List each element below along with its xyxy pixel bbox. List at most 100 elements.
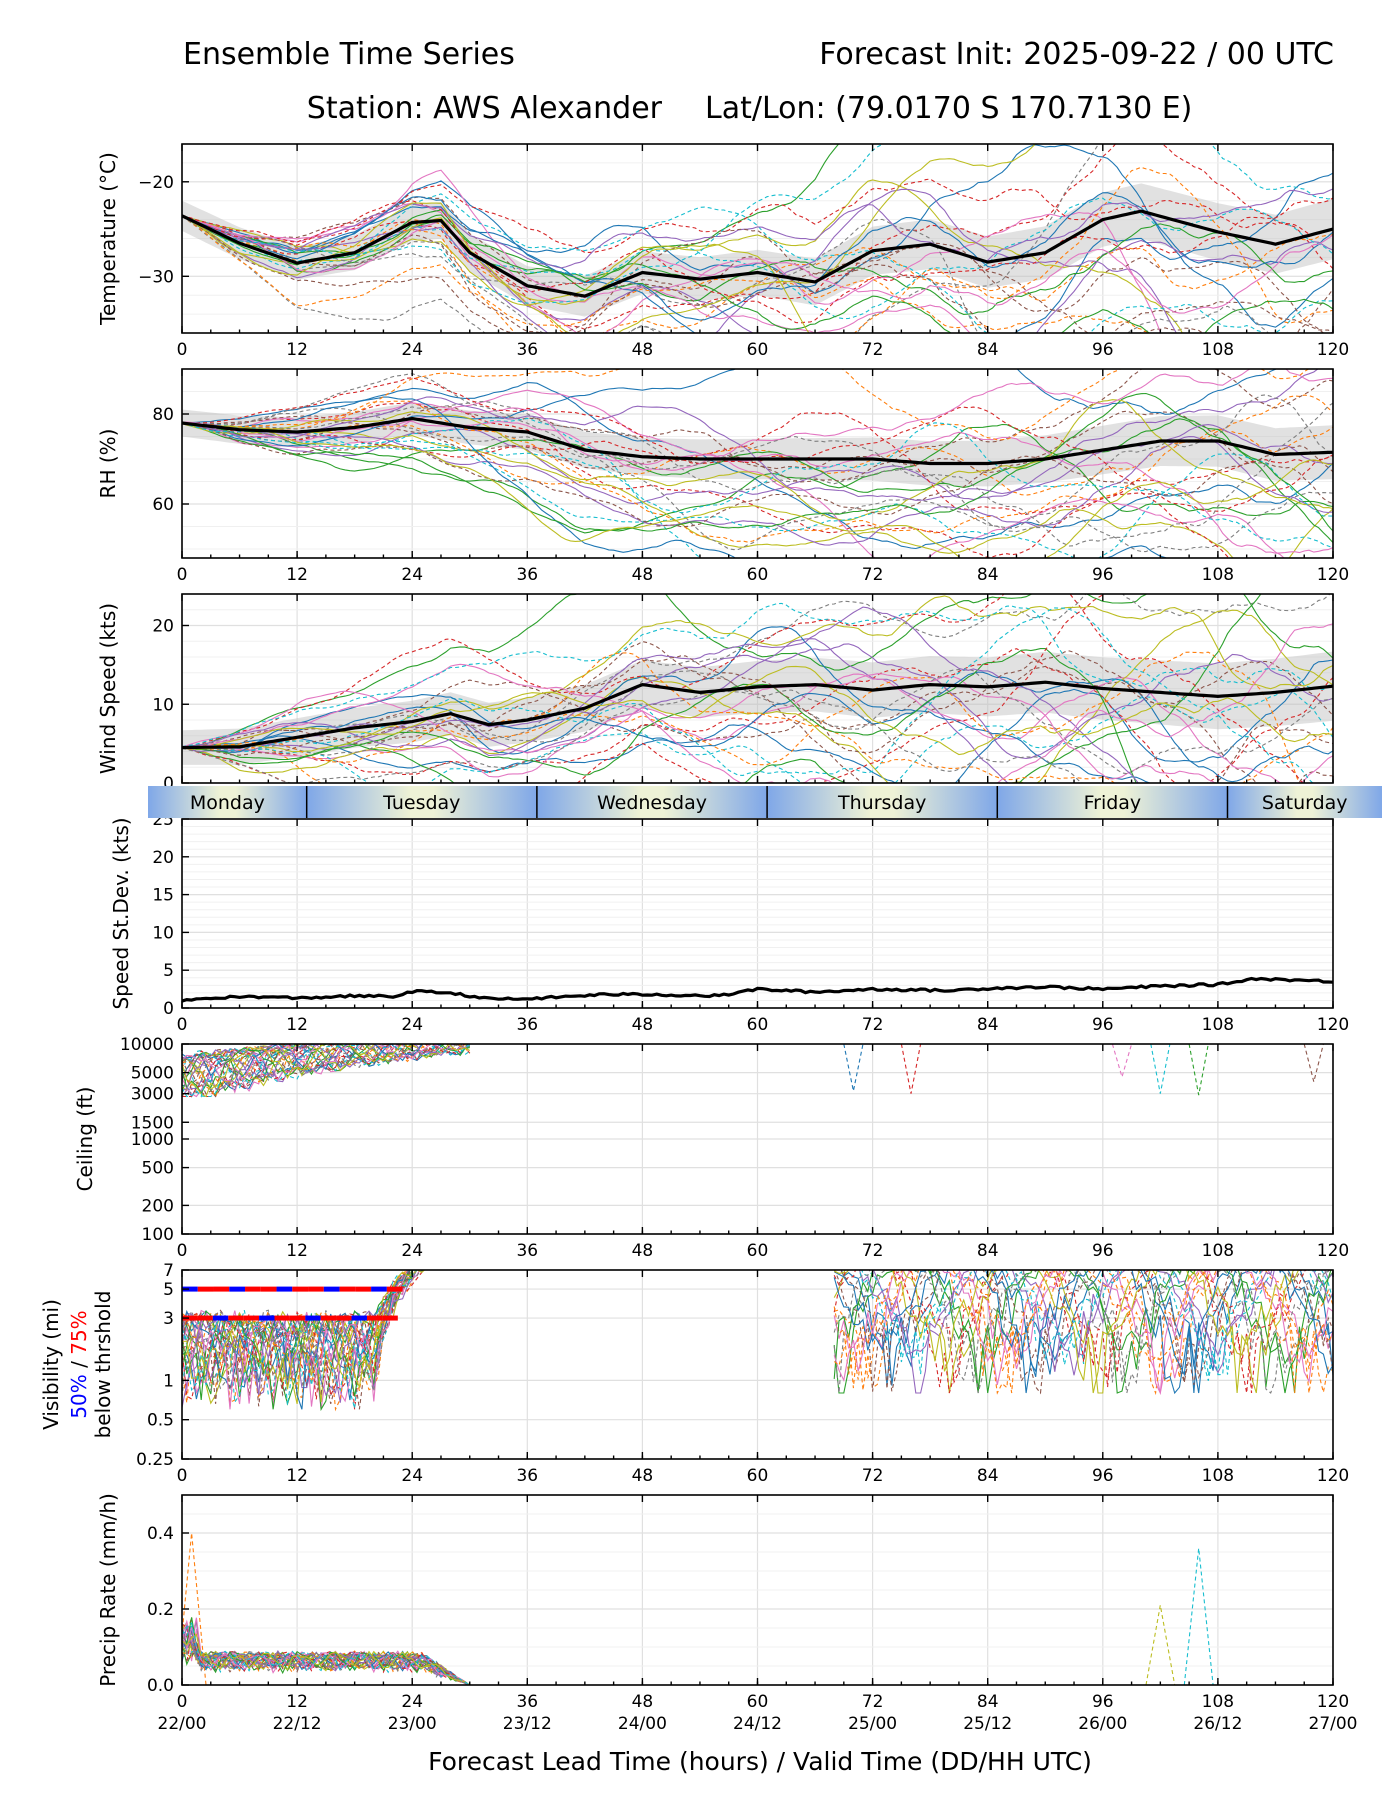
member-line — [182, 178, 1333, 253]
member-line — [182, 1270, 417, 1408]
x-tick-label: 0 — [177, 1692, 188, 1712]
member-line — [833, 1270, 1331, 1394]
precip-peak-line — [182, 1532, 207, 1685]
y-tick-label: 5 — [163, 961, 174, 981]
ensemble-spread-band — [182, 183, 1333, 317]
x-tick-label: 108 — [1202, 340, 1234, 360]
valid-time-label: 23/00 — [388, 1714, 437, 1734]
x-tick-label: 36 — [516, 1466, 538, 1486]
member-line — [182, 665, 1333, 783]
plot-area-speed_stdev — [182, 819, 1333, 1008]
member-line — [182, 1622, 471, 1685]
member-line — [182, 1633, 471, 1685]
member-line — [182, 215, 979, 333]
y-tick-label: 0 — [163, 999, 174, 1019]
member-line — [182, 166, 1333, 333]
day-cell — [1227, 786, 1382, 818]
y-tick-label: 1 — [163, 1371, 174, 1391]
x-tick-label: 120 — [1317, 1241, 1349, 1261]
panel-wind_speed: 0 10 20 Wind Speed (kts) — [96, 593, 1334, 794]
member-line — [833, 1270, 1305, 1394]
member-line — [833, 1270, 1333, 1394]
member-line — [182, 626, 1152, 783]
member-line — [182, 1270, 417, 1410]
member-line — [182, 1270, 411, 1410]
x-tick-label: 96 — [1092, 1015, 1114, 1035]
precip-peak-line — [1145, 1605, 1176, 1685]
y-tick-label: 500 — [142, 1159, 174, 1179]
member-line — [182, 373, 1333, 553]
member-line — [182, 1270, 409, 1410]
y-axis-label: Visibility (mi) — [39, 1299, 63, 1430]
y-tick-label: 200 — [142, 1196, 174, 1216]
member-line — [182, 659, 1333, 783]
member-line — [182, 607, 1314, 783]
x-tick-label: 0 — [177, 1015, 188, 1035]
member-line — [182, 1044, 470, 1097]
panel-temperature: −30 −20 0 12 24 36 48 60 72 84 96 108 120 Temperature… — [96, 143, 1349, 360]
x-tick-label: 72 — [862, 1015, 884, 1035]
member-line — [182, 369, 1278, 447]
member-line — [182, 1044, 430, 1088]
y-axis-label: Precip Rate (mm/h) — [96, 1493, 120, 1687]
y-tick-label: 0 — [163, 774, 174, 794]
figure-title: Ensemble Time Series — [183, 37, 515, 72]
member-line — [182, 673, 1216, 783]
y-tick-label: 1500 — [131, 1113, 174, 1133]
legend-separator: / — [67, 1355, 91, 1374]
x-tick-label: 108 — [1202, 1466, 1234, 1486]
member-line — [182, 215, 1270, 333]
x-tick-label: 120 — [1317, 565, 1349, 585]
y-tick-label: 0.4 — [147, 1524, 174, 1544]
member-line — [182, 1642, 471, 1685]
y-axis-label-threshold: 50% / 75% — [67, 1310, 91, 1418]
forecast-init: Forecast Init: 2025-09-22 / 00 UTC — [819, 37, 1334, 72]
member-line — [182, 1044, 455, 1091]
day-cell — [767, 786, 998, 818]
member-line — [182, 594, 1304, 783]
x-tick-label: 72 — [862, 1241, 884, 1261]
member-line — [1303, 1044, 1324, 1082]
member-line — [182, 192, 1333, 321]
plot-area-wind_speed — [182, 594, 1333, 783]
x-tick-label: 36 — [516, 1241, 538, 1261]
member-line — [182, 418, 1333, 534]
y-tick-label: 100 — [142, 1225, 174, 1245]
valid-time-label: 24/00 — [618, 1714, 667, 1734]
member-line — [182, 144, 1037, 333]
member-line — [182, 369, 1310, 441]
member-line — [833, 1270, 1333, 1376]
x-tick-label: 0 — [177, 565, 188, 585]
member-line — [182, 602, 1333, 748]
y-tick-label: 0.2 — [147, 1600, 174, 1620]
member-line — [182, 144, 840, 279]
x-tick-label: 48 — [632, 1466, 654, 1486]
day-bar: Monday Tuesday Wednesday Thursday Friday Satu… — [148, 786, 1382, 818]
member-line — [833, 1270, 1333, 1395]
member-line — [833, 1270, 1333, 1394]
y-tick-label: 5 — [163, 1280, 174, 1300]
member-line — [1188, 1044, 1209, 1096]
member-line — [182, 422, 1333, 549]
y-tick-label: 0.25 — [136, 1450, 174, 1470]
x-tick-label: 36 — [516, 1692, 538, 1712]
day-cell — [148, 786, 307, 818]
valid-time-label: 26/12 — [1193, 1714, 1242, 1734]
x-tick-label: 48 — [632, 340, 654, 360]
member-line — [182, 197, 1333, 324]
y-tick-label: 0.5 — [147, 1411, 174, 1431]
member-line — [182, 1270, 423, 1396]
x-tick-label: 72 — [862, 565, 884, 585]
x-axis-label: Forecast Lead Time (hours) / Valid Time … — [428, 1747, 1092, 1776]
ensemble-spread-band — [182, 651, 1333, 765]
x-tick-label: 24 — [401, 1241, 423, 1261]
member-line — [182, 594, 1333, 748]
member-line — [182, 691, 1333, 783]
x-tick-label: 24 — [401, 340, 423, 360]
member-line — [182, 673, 1333, 783]
member-line — [182, 215, 1333, 333]
x-tick-label: 24 — [401, 1466, 423, 1486]
member-line — [182, 623, 1333, 783]
member-line — [833, 1270, 1329, 1394]
